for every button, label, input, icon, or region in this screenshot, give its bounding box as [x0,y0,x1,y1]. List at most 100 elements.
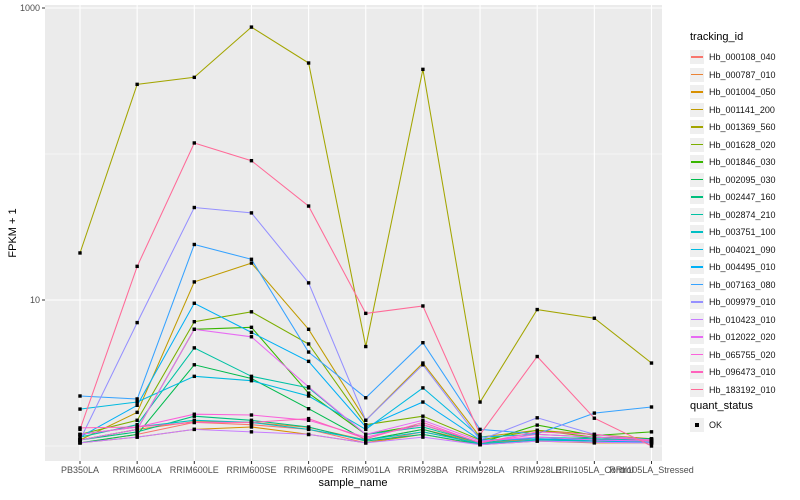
legend-item: Hb_065755_020 [690,347,776,362]
data-point [421,414,425,418]
data-point [78,394,82,398]
data-point [249,158,254,163]
legend-item: Hb_002095_030 [690,172,776,187]
data-point [535,307,539,312]
x-tick-label: RRIM600PE [283,465,334,475]
data-point [421,430,425,434]
legend-key [690,330,704,344]
legend-key-line [691,248,703,251]
legend-item-label: Hb_000787_010 [709,69,776,80]
data-point [249,335,254,339]
data-point [306,350,311,354]
data-point [249,420,254,425]
data-point [135,422,139,427]
legend-key [690,295,704,309]
legend-key [690,172,704,187]
data-point [592,316,597,320]
data-point [592,432,597,437]
x-axis-title: sample_name [318,477,388,489]
data-point [192,363,196,367]
legend-key [690,120,704,134]
data-point [306,281,311,285]
black-square-marker-icon [695,423,699,427]
x-tick-label: PB350LA [60,465,100,475]
legend-key [690,50,704,64]
quant-status-label: OK [709,420,723,430]
data-point [192,280,196,284]
data-point [649,430,654,434]
data-point [421,400,425,404]
data-point [135,264,139,269]
legend-key-line [691,108,703,111]
legend-key-line [691,301,703,303]
legend-item: Hb_009979_010 [690,295,776,309]
legend-item: Hb_000787_010 [690,67,776,82]
legend-key-line [691,266,703,268]
data-point [306,425,311,429]
legend-item-label: Hb_004495_010 [709,262,776,272]
data-point [306,416,311,421]
data-point [192,75,196,80]
legend-item: Hb_004495_010 [690,260,776,274]
data-point [306,432,311,437]
legend-item-label: Hb_010423_010 [709,314,776,325]
data-point [135,410,139,415]
x-tick-label: RRIM928LE [512,465,562,475]
data-point [535,430,539,434]
x-tick-label: RRIM928BA [397,465,448,475]
data-point [364,441,368,445]
data-point [249,425,254,429]
x-tick-label: RRIM600LA [112,465,162,475]
legend-key-line [691,161,703,163]
data-point [192,427,196,432]
legend-key [690,347,704,362]
legend-item-label: Hb_001004_050 [709,87,776,97]
legend-item-label: Hb_000108_040 [709,52,776,62]
legend-key [690,312,704,327]
data-point [78,407,82,411]
legend-item-label: Hb_012022_020 [709,332,776,342]
data-point [421,340,425,345]
data-point [364,422,368,427]
legend-item: Hb_001846_030 [690,155,776,169]
quant-status-item: OK [690,418,722,432]
data-point [249,413,254,417]
legend-item-label: Hb_183192_010 [709,384,776,395]
data-point [135,432,139,437]
legend-item: Hb_010423_010 [690,312,776,327]
legend-item: Hb_001369_560 [690,120,776,134]
panel-background [45,5,662,461]
legend-item: Hb_002447_160 [690,190,776,204]
data-point [364,418,368,422]
data-point [249,330,254,335]
legend-item: Hb_007163_080 [690,277,776,292]
data-point [249,418,254,422]
data-point [78,438,82,442]
data-point [192,320,196,324]
data-point [306,427,311,432]
data-point [421,420,425,425]
data-point [592,411,597,415]
legend-title: tracking_id [690,31,744,43]
data-point [364,425,368,429]
data-point [421,304,425,308]
data-point [78,435,82,439]
data-point [592,435,597,439]
legend-item: Hb_003751_100 [690,225,776,239]
legend-item: Hb_002874_210 [690,207,776,222]
legend-item-label: Hb_001141_200 [709,104,775,115]
data-point [306,391,311,395]
legend-key-line [691,126,703,128]
legend-item-label: Hb_001369_560 [709,122,776,132]
legend-key-line [691,178,703,181]
data-point [192,412,196,416]
x-tick-label: RRIM901LA [341,465,391,475]
legend-key [690,242,704,257]
data-point [78,251,82,255]
legend-item-label: Hb_004021_090 [709,244,776,255]
data-point [421,386,425,390]
data-point [649,361,654,365]
legend-item: Hb_001141_200 [690,102,775,117]
legend-item: Hb_000108_040 [690,50,776,64]
